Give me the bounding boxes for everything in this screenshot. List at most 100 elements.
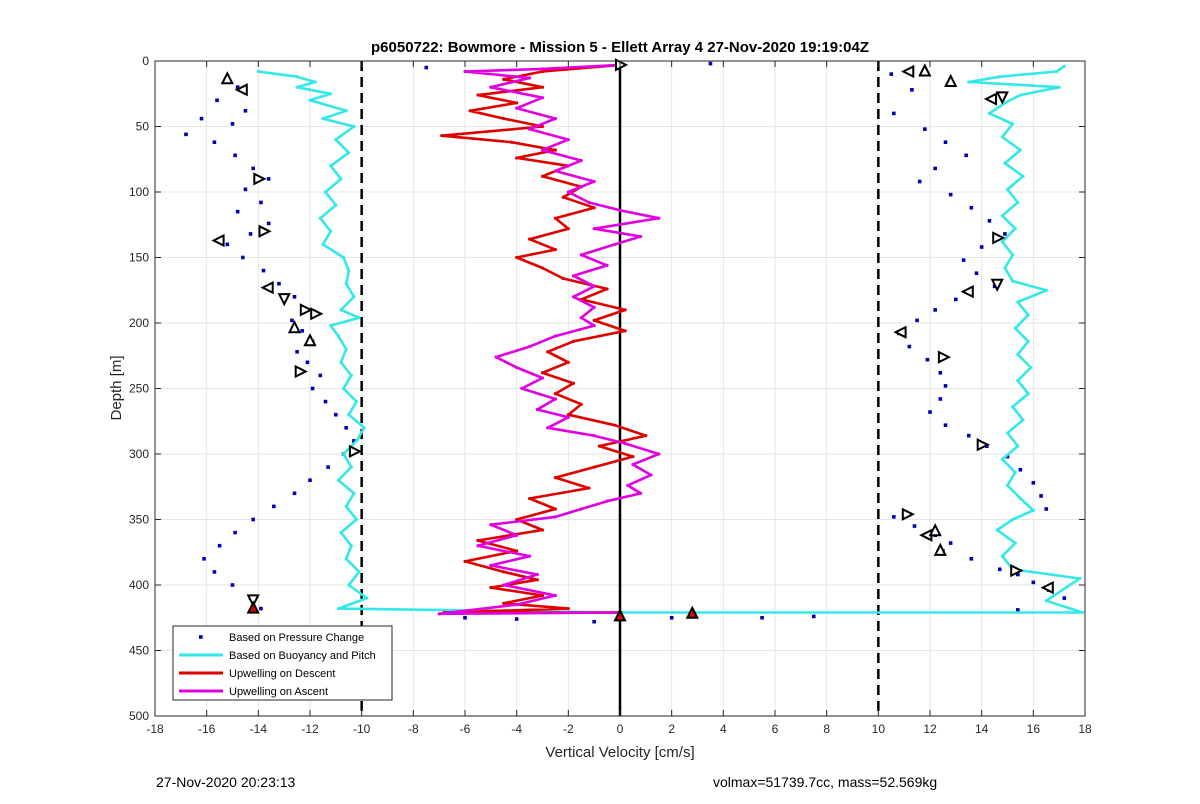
- y-tick-label: 450: [129, 644, 149, 658]
- descent-upwelling-line-vertex: [502, 77, 506, 81]
- pressure-change-point: [225, 242, 230, 247]
- descent-upwelling-line-vertex: [540, 69, 545, 74]
- buoyancy-pitch-line-vertex: [329, 229, 333, 233]
- footer-timestamp: 27-Nov-2020 20:23:13: [156, 774, 296, 790]
- pressure-change-point: [948, 192, 953, 197]
- footer-vehicle-info: volmax=51739.7cc, mass=52.569kg: [713, 774, 938, 790]
- ascent-upwelling-line-vertex: [613, 242, 617, 246]
- pressure-change-point: [235, 209, 240, 214]
- ascent-upwelling-line-vertex: [579, 507, 583, 511]
- ascent-upwelling-line-vertex: [463, 69, 467, 74]
- direction-marker: [287, 319, 302, 334]
- pressure-change-point: [212, 140, 217, 145]
- ascent-upwelling-line-vertex: [540, 148, 545, 152]
- descent-upwelling-line-vertex: [540, 371, 545, 375]
- ascent-upwelling-line-vertex: [553, 515, 558, 519]
- x-tick-label: -14: [250, 722, 268, 736]
- pressure-change-point: [305, 360, 310, 365]
- ascent-upwelling-line-vertex: [535, 572, 539, 577]
- descent-upwelling-line-vertex: [476, 538, 480, 543]
- direction-marker: [990, 278, 1004, 292]
- pressure-change-point: [352, 439, 356, 443]
- buoyancy-pitch-line-vertex: [987, 111, 992, 115]
- x-tick-label: 14: [975, 722, 989, 736]
- pressure-change-point: [251, 166, 255, 171]
- pressure-change-point: [292, 491, 297, 496]
- buoyancy-pitch-line-vertex: [341, 255, 346, 260]
- ascent-upwelling-line-vertex: [579, 253, 583, 257]
- descent-upwelling-line-vertex: [540, 528, 545, 532]
- pressure-change-point: [300, 329, 305, 333]
- ascent-upwelling-line-vertex: [515, 365, 519, 370]
- x-tick-label: -12: [301, 722, 319, 736]
- ascent-upwelling-line-vertex: [587, 200, 591, 205]
- direction-marker: [893, 325, 907, 339]
- ascent-upwelling-line-vertex: [592, 179, 596, 184]
- y-tick-label: 200: [129, 316, 149, 330]
- pressure-change-point: [928, 410, 932, 414]
- buoyancy-pitch-line-vertex: [308, 98, 312, 102]
- buoyancy-pitch-line-vertex: [256, 69, 260, 74]
- y-tick-label: 50: [136, 120, 150, 134]
- descent-upwelling-line-vertex: [553, 507, 558, 511]
- buoyancy-pitch-line-vertex: [347, 583, 351, 587]
- x-tick-label: 10: [872, 722, 886, 736]
- buoyancy-pitch-line-vertex: [1029, 365, 1033, 370]
- direction-marker: [220, 71, 234, 85]
- buoyancy-pitch-line-vertex: [1026, 313, 1030, 317]
- direction-marker: [348, 444, 363, 459]
- pressure-change-point: [1031, 580, 1036, 585]
- x-tick-label: 2: [668, 722, 675, 736]
- buoyancy-pitch-line-vertex: [1003, 101, 1007, 105]
- pressure-change-point: [295, 350, 299, 354]
- ascent-upwelling-line-vertex: [623, 441, 627, 446]
- buoyancy-pitch-line-vertex: [1016, 300, 1020, 304]
- descent-upwelling-line-vertex: [489, 586, 493, 590]
- ascent-upwelling-line-vertex: [553, 397, 558, 401]
- descent-upwelling-line-vertex: [644, 434, 648, 438]
- buoyancy-pitch-line-vertex: [1013, 470, 1017, 474]
- pressure-change-point: [961, 258, 966, 262]
- pressure-change-point: [326, 465, 330, 469]
- direction-marker: [1010, 563, 1024, 578]
- buoyancy-pitch-line-vertex: [357, 570, 361, 574]
- pressure-change-point: [215, 98, 219, 103]
- pressure-change-point: [259, 200, 263, 205]
- pressure-change-point: [892, 515, 896, 519]
- ascent-upwelling-line-vertex: [553, 169, 558, 173]
- ascent-upwelling-line-vertex: [571, 274, 576, 278]
- pressure-change-point: [251, 517, 255, 522]
- descent-upwelling-line-vertex: [515, 156, 519, 160]
- buoyancy-pitch-line-vertex: [1000, 135, 1004, 139]
- pressure-change-point: [1003, 232, 1007, 236]
- buoyancy-pitch-line-vertex: [1011, 405, 1015, 409]
- buoyancy-pitch-line-vertex: [1005, 187, 1010, 191]
- buoyancy-pitch-line-vertex: [352, 124, 356, 129]
- ascent-upwelling-line-vertex: [592, 227, 596, 231]
- pressure-change-point: [212, 570, 217, 574]
- buoyancy-pitch-line-vertex: [1031, 508, 1035, 512]
- direction-marker: [928, 523, 942, 537]
- pressure-change-point: [1018, 467, 1023, 472]
- descent-upwelling-line-vertex: [535, 578, 539, 582]
- buoyancy-pitch-line-vertex: [362, 426, 366, 430]
- buoyancy-pitch-line-vertex: [1013, 326, 1017, 330]
- buoyancy-pitch-line-vertex: [295, 75, 299, 79]
- descent-upwelling-line-vertex: [515, 101, 519, 105]
- pressure-change-point: [292, 295, 297, 299]
- pressure-change-point: [318, 373, 323, 378]
- buoyancy-pitch-line-vertex: [349, 373, 353, 377]
- direction-marker: [992, 231, 1006, 245]
- buoyancy-pitch-line-vertex: [344, 347, 348, 351]
- direction-marker: [234, 83, 248, 97]
- buoyancy-pitch-line-vertex: [995, 528, 999, 532]
- ascent-upwelling-line-vertex: [520, 386, 524, 391]
- buoyancy-pitch-line-vertex: [347, 413, 351, 417]
- ascent-upwelling-line-vertex: [657, 216, 661, 220]
- buoyancy-pitch-line-vertex: [1044, 288, 1048, 292]
- pressure-change-point: [1016, 572, 1020, 577]
- buoyancy-pitch-line-vertex: [339, 308, 343, 312]
- buoyancy-pitch-line-vertex: [313, 80, 317, 84]
- direction-marker: [918, 63, 932, 77]
- reference-lines: [360, 61, 880, 716]
